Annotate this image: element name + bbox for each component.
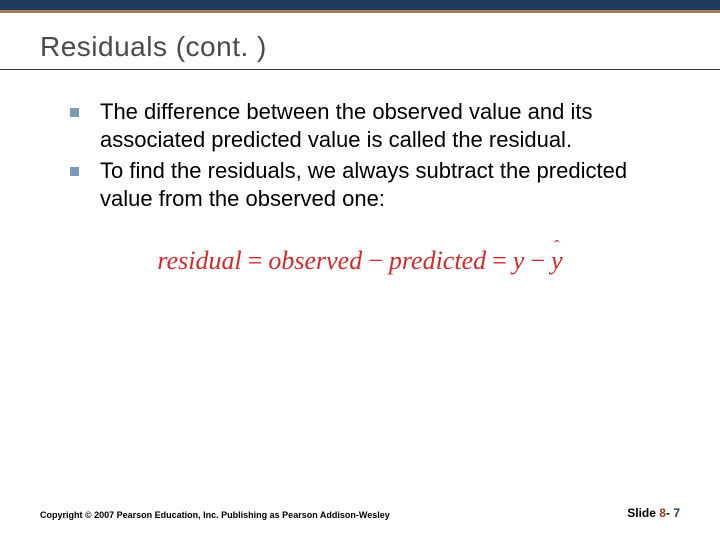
formula-term1: observed xyxy=(268,246,362,275)
bullet-list: The difference between the observed valu… xyxy=(40,98,680,212)
bullet-item: To find the residuals, we always subtrac… xyxy=(70,157,680,212)
formula-var2-hat: ˆy xyxy=(551,246,563,276)
bullet-text: To find the residuals, we always subtrac… xyxy=(100,158,627,211)
bullet-marker-icon xyxy=(70,108,79,117)
page-number: 7 xyxy=(673,506,680,520)
bullet-marker-icon xyxy=(70,167,79,176)
copyright-text: Copyright © 2007 Pearson Education, Inc.… xyxy=(40,510,390,520)
title-underline xyxy=(0,69,720,70)
bullet-item: The difference between the observed valu… xyxy=(70,98,680,153)
formula-lhs: residual xyxy=(157,246,241,275)
slide-footer: Copyright © 2007 Pearson Education, Inc.… xyxy=(40,506,680,520)
minus-sign: − xyxy=(368,246,383,275)
top-border-bar xyxy=(0,0,720,10)
slide-number: Slide 8- 7 xyxy=(627,506,680,520)
formula-container: residual=observed−predicted=y−ˆy xyxy=(40,246,680,276)
residual-formula: residual=observed−predicted=y−ˆy xyxy=(157,246,562,276)
hat-symbol: ˆ xyxy=(554,238,559,256)
equals-sign: = xyxy=(248,246,263,275)
minus-sign: − xyxy=(530,246,545,275)
slide-label: Slide xyxy=(627,506,656,520)
slide-content: Residuals (cont. ) The difference betwee… xyxy=(0,13,720,276)
slide-title: Residuals (cont. ) xyxy=(40,31,680,63)
formula-var1: y xyxy=(513,246,525,275)
bullet-text: The difference between the observed valu… xyxy=(100,99,592,152)
equals-sign: = xyxy=(492,246,507,275)
chapter-number: 8 xyxy=(659,506,666,520)
formula-term2: predicted xyxy=(389,246,486,275)
